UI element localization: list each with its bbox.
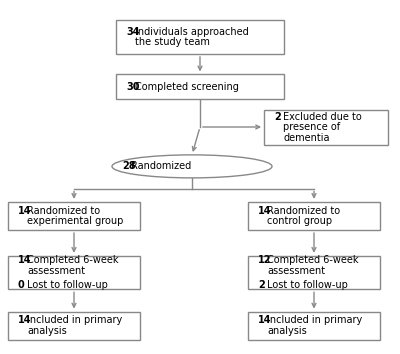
Text: 30: 30 — [126, 82, 140, 92]
FancyBboxPatch shape — [116, 74, 284, 99]
FancyBboxPatch shape — [248, 312, 380, 340]
Text: 14: 14 — [18, 255, 32, 265]
FancyBboxPatch shape — [8, 256, 140, 290]
Text: 28: 28 — [122, 161, 136, 171]
Text: analysis: analysis — [27, 326, 67, 336]
Text: 34: 34 — [126, 27, 140, 37]
Text: Included in primary: Included in primary — [27, 315, 122, 325]
Text: 2: 2 — [258, 280, 265, 290]
Text: assessment: assessment — [267, 266, 325, 276]
Text: control group: control group — [267, 216, 332, 226]
Text: 14: 14 — [18, 315, 32, 325]
Text: Randomized: Randomized — [131, 161, 192, 171]
Text: assessment: assessment — [27, 266, 85, 276]
Text: Completed screening: Completed screening — [135, 82, 239, 92]
FancyBboxPatch shape — [248, 256, 380, 290]
Text: 0: 0 — [18, 280, 25, 290]
Text: analysis: analysis — [267, 326, 307, 336]
Text: Completed 6-week: Completed 6-week — [27, 255, 119, 265]
Text: the study team: the study team — [135, 38, 210, 47]
Text: Randomized to: Randomized to — [267, 206, 340, 216]
Text: Excluded due to: Excluded due to — [283, 112, 362, 122]
Text: dementia: dementia — [283, 133, 330, 143]
Text: 14: 14 — [258, 315, 272, 325]
Text: 14: 14 — [258, 206, 272, 216]
FancyBboxPatch shape — [116, 21, 284, 54]
Text: Lost to follow-up: Lost to follow-up — [27, 280, 108, 290]
FancyBboxPatch shape — [264, 110, 388, 145]
FancyBboxPatch shape — [248, 202, 380, 230]
Text: presence of: presence of — [283, 122, 340, 132]
Text: Lost to follow-up: Lost to follow-up — [267, 280, 348, 290]
Ellipse shape — [112, 155, 272, 178]
Text: 14: 14 — [18, 206, 32, 216]
FancyBboxPatch shape — [8, 312, 140, 340]
Text: 12: 12 — [258, 255, 272, 265]
FancyBboxPatch shape — [8, 202, 140, 230]
Text: Completed 6-week: Completed 6-week — [267, 255, 359, 265]
Text: Individuals approached: Individuals approached — [135, 27, 249, 37]
Text: Included in primary: Included in primary — [267, 315, 362, 325]
Text: 2: 2 — [274, 112, 281, 122]
Text: Randomized to: Randomized to — [27, 206, 100, 216]
Text: experimental group: experimental group — [27, 216, 124, 226]
